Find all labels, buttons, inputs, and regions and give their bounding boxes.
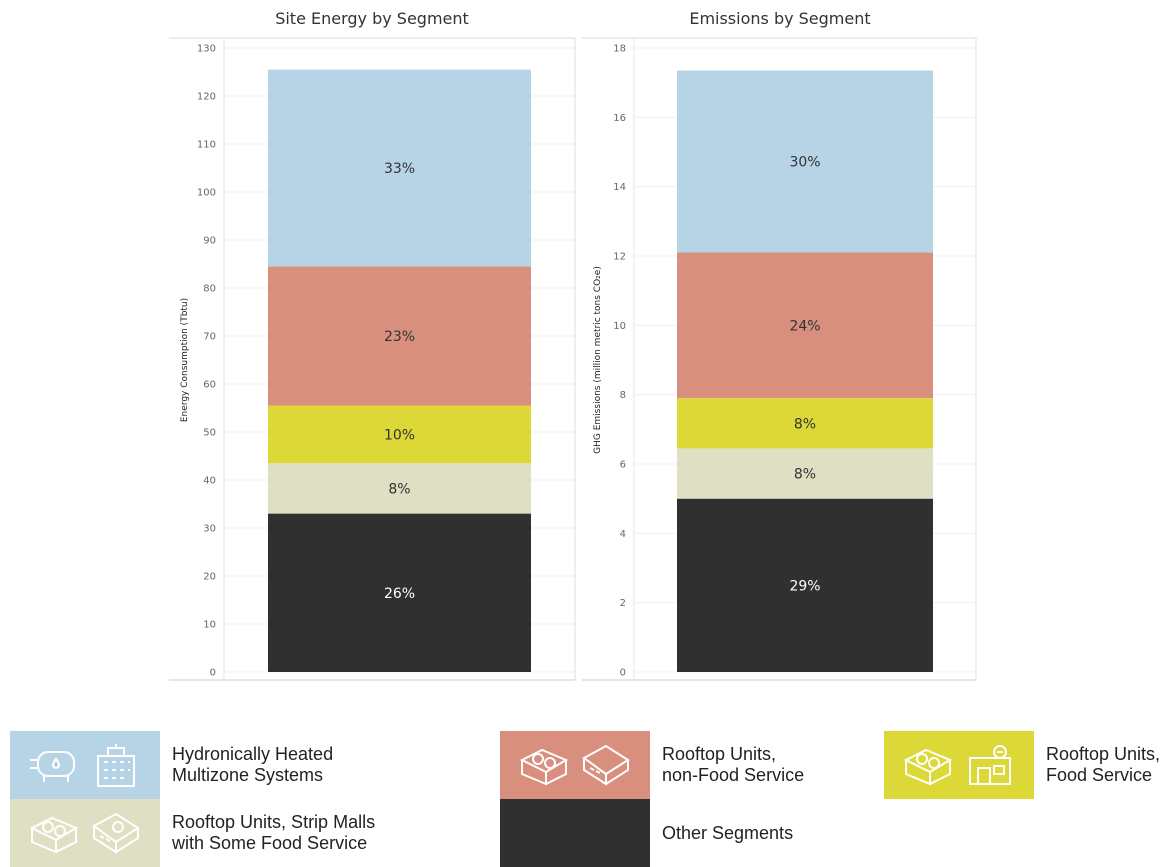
segment-label: 29%	[789, 578, 820, 594]
legend-item-other: Other Segments	[500, 799, 793, 867]
y-tick-label: 90	[203, 236, 216, 247]
y-tick-label: 80	[203, 284, 216, 295]
legend-item-rtu-nonfood: Rooftop Units, non-Food Service	[500, 731, 804, 799]
chart-title: Site Energy by Segment	[275, 9, 469, 28]
y-tick-label: 6	[620, 460, 626, 471]
legend-label-rtu-nonfood: Rooftop Units, non-Food Service	[662, 744, 805, 785]
legend-label-other: Other Segments	[662, 822, 794, 843]
y-tick-label: 20	[203, 572, 216, 583]
legend-label-hydronic: Hydronically Heated Multizone Systems	[172, 744, 334, 785]
y-tick-label: 40	[203, 476, 216, 487]
legend-swatch-hydronic	[10, 731, 160, 799]
y-axis-label: Energy Consumption (Tbtu)	[180, 298, 190, 422]
y-tick-label: 10	[613, 321, 626, 332]
y-tick-label: 60	[203, 380, 216, 391]
y-axis-label: GHG Emissions (million metric tons CO₂e)	[593, 266, 603, 454]
y-tick-label: 18	[613, 44, 626, 55]
segment-label: 30%	[789, 155, 820, 171]
legend-swatch-rtu-food	[884, 731, 1034, 799]
chart-title: Emissions by Segment	[689, 9, 870, 28]
y-tick-label: 70	[203, 332, 216, 343]
segment-label: 8%	[388, 481, 410, 497]
y-tick-label: 50	[203, 428, 216, 439]
restaurant-icon	[969, 745, 1011, 785]
y-tick-label: 10	[203, 620, 216, 631]
bar-segment	[677, 252, 933, 399]
y-tick-label: 14	[613, 182, 626, 193]
bar-segment	[268, 463, 531, 514]
y-tick-label: 100	[197, 188, 216, 199]
y-tick-label: 4	[620, 529, 626, 540]
bar-segment	[677, 70, 933, 253]
y-tick-label: 8	[620, 390, 626, 401]
legend-item-hydronic: Hydronically Heated Multizone Systems	[10, 731, 333, 799]
bar-segment	[268, 405, 531, 464]
segment-label: 10%	[384, 427, 415, 443]
y-tick-label: 0	[620, 668, 626, 679]
y-tick-label: 110	[197, 140, 216, 151]
y-tick-label: 120	[197, 92, 216, 103]
bar-segment	[268, 266, 531, 406]
y-tick-label: 130	[197, 44, 216, 55]
legend-label-strip-malls: Rooftop Units, Strip Malls with Some Foo…	[172, 812, 376, 853]
legend-swatch-other	[500, 799, 650, 867]
charts-canvas: Site Energy by Segment010203040506070809…	[169, 9, 977, 681]
rooftop-unit-icon	[519, 748, 569, 786]
bar-segment	[268, 513, 531, 672]
segment-label: 8%	[794, 467, 816, 483]
segment-label: 26%	[384, 586, 415, 602]
segment-label: 33%	[384, 161, 415, 177]
y-tick-label: 30	[203, 524, 216, 535]
rooftop-unit-icon	[29, 816, 79, 854]
y-tick-label: 2	[620, 598, 626, 609]
bar-segment	[268, 69, 531, 267]
bar-segment	[677, 398, 933, 449]
segment-label: 24%	[789, 318, 820, 334]
y-tick-label: 16	[613, 113, 626, 124]
legend-swatch-rtu-nonfood	[500, 731, 650, 799]
chart-site-energy: Site Energy by Segment 0 10 20 30 40 50 60 70 80 9…	[169, 9, 576, 681]
segment-label: 23%	[384, 329, 415, 345]
legend-item-rtu-food: Rooftop Units, Food Service	[884, 731, 1160, 799]
office-building-icon	[97, 744, 135, 787]
chart-emissions: Emissions by Segment 0 2 4 6 8 10 12 14 16 18 GHG E…	[582, 9, 977, 681]
box-building-icon	[582, 744, 630, 786]
bar-segment	[677, 448, 933, 499]
boiler-tank-icon	[30, 751, 75, 782]
legend-swatch-strip-malls	[10, 799, 160, 867]
rooftop-unit-icon	[903, 748, 953, 786]
legend-label-rtu-food: Rooftop Units, Food Service	[1046, 744, 1161, 785]
strip-mall-food-icon	[92, 812, 140, 854]
bar-segment	[677, 498, 933, 672]
segment-label: 8%	[794, 416, 816, 432]
y-tick-label: 0	[210, 668, 216, 679]
legend-item-strip-malls: Rooftop Units, Strip Malls with Some Foo…	[10, 799, 375, 867]
y-tick-label: 12	[613, 252, 626, 263]
